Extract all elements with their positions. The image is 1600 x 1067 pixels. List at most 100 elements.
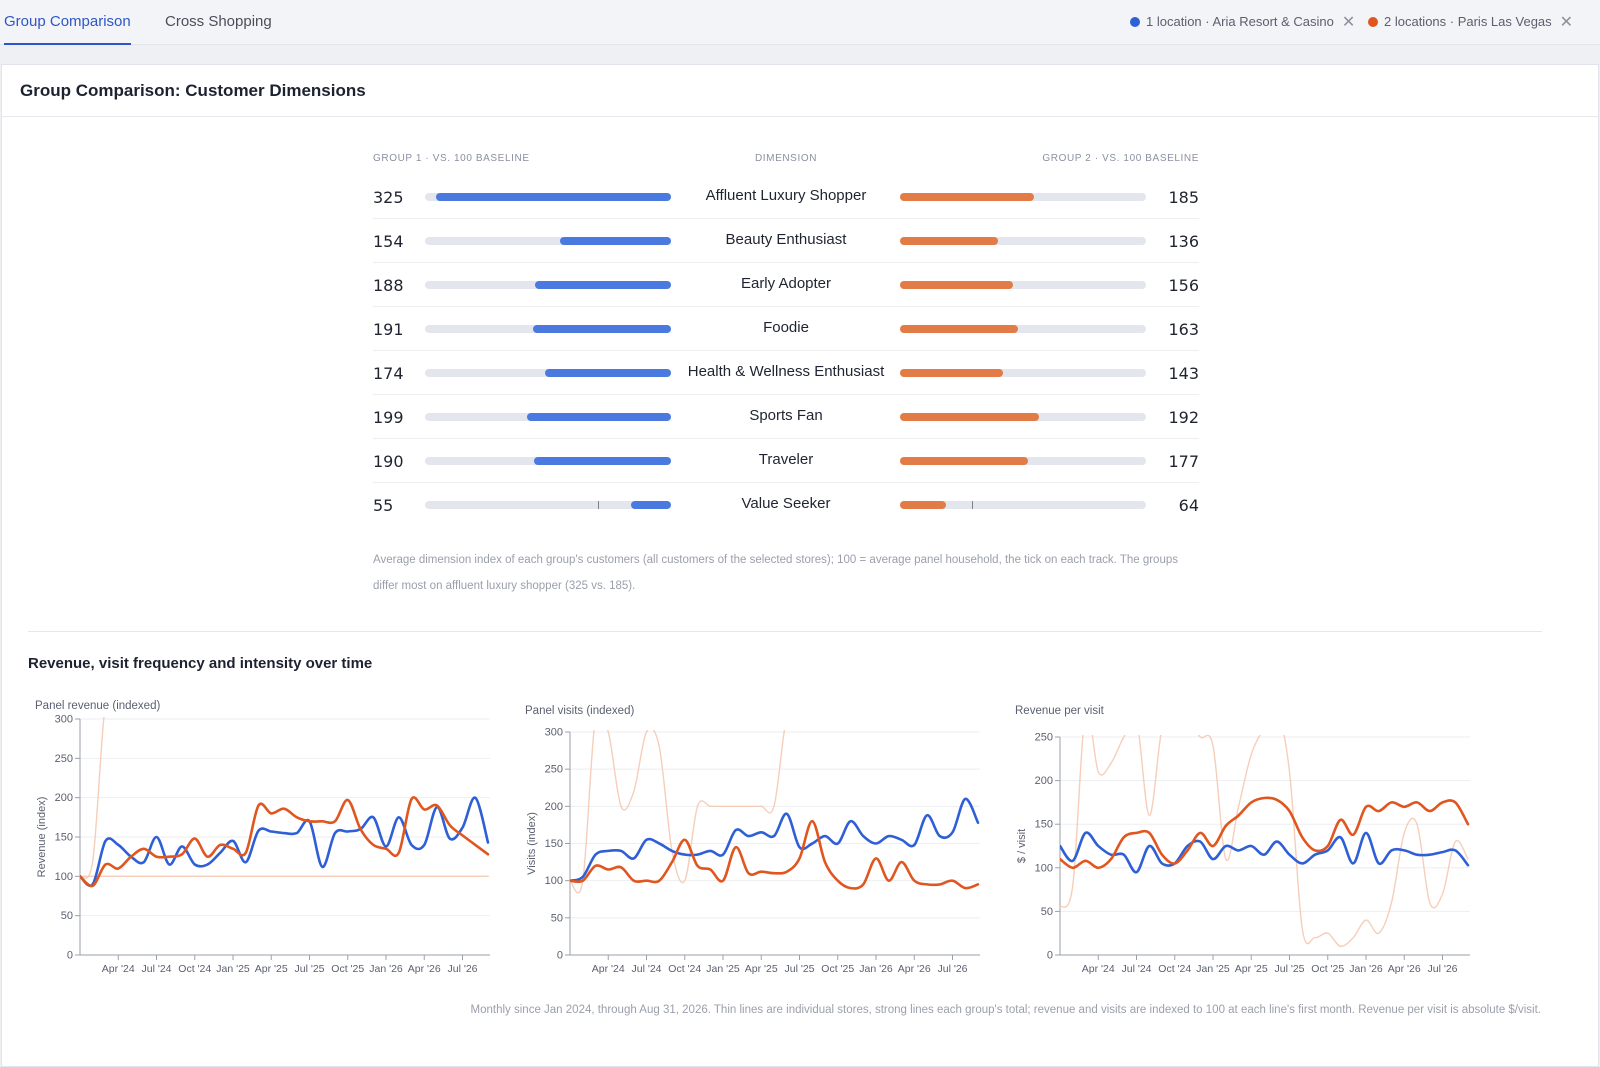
group-2-track bbox=[900, 325, 1146, 333]
y-tick-label: 150 bbox=[545, 838, 563, 850]
group-2-dot-icon bbox=[1368, 17, 1378, 27]
group-1-index-value: 325 bbox=[373, 188, 404, 207]
y-tick-label: 0 bbox=[557, 950, 563, 962]
tab-cross-shopping[interactable]: Cross Shopping bbox=[165, 13, 272, 30]
y-tick-label: 250 bbox=[55, 753, 73, 765]
group-2-bar bbox=[900, 369, 1003, 377]
group-1-column-header: Group 1 · vs. 100 baseline bbox=[373, 153, 530, 164]
x-tick-label: Oct '25 bbox=[821, 963, 854, 975]
tab-bar: Group Comparison Cross Shopping 1 locati… bbox=[0, 0, 1600, 45]
plot-area bbox=[1060, 735, 1470, 948]
group-1-track bbox=[425, 369, 671, 377]
group-1-index-value: 199 bbox=[373, 408, 404, 427]
dimension-name: Sports Fan bbox=[749, 407, 823, 424]
group-2-track bbox=[900, 413, 1146, 421]
chart-title: Panel revenue (indexed) bbox=[35, 700, 160, 712]
x-tick-label: Apr '26 bbox=[898, 963, 931, 975]
group-1-track bbox=[425, 325, 671, 333]
dimension-rows: 325 Affluent Luxury Shopper 185 154 Beauty E… bbox=[373, 175, 1199, 527]
dimension-row: 174 Health & Wellness Enthusiast 143 bbox=[373, 351, 1199, 395]
group-2-index-value: 163 bbox=[1168, 320, 1199, 339]
group-1-track bbox=[425, 237, 671, 245]
dimension-row: 199 Sports Fan 192 bbox=[373, 395, 1199, 439]
y-tick-label: 200 bbox=[545, 801, 563, 813]
chart-title: Revenue per visit bbox=[1015, 705, 1105, 717]
x-tick-label: Oct '25 bbox=[1311, 963, 1344, 975]
group-2-track bbox=[900, 281, 1146, 289]
store-line-group-2 bbox=[1060, 735, 1469, 948]
group-2-track bbox=[900, 237, 1146, 245]
y-tick-label: 150 bbox=[55, 832, 73, 844]
group-1-index-value: 190 bbox=[373, 452, 404, 471]
remove-group-2-close-icon[interactable]: ✕ bbox=[1559, 14, 1574, 31]
remove-group-1-close-icon[interactable]: ✕ bbox=[1341, 14, 1356, 31]
group-2-index-value: 185 bbox=[1168, 188, 1199, 207]
group-2-bar bbox=[900, 237, 998, 245]
x-tick-label: Jan '26 bbox=[859, 963, 893, 975]
tab-group-comparison[interactable]: Group Comparison bbox=[4, 0, 131, 45]
group-2-track bbox=[900, 193, 1146, 201]
chart-title: Panel visits (indexed) bbox=[525, 705, 634, 717]
store-line-group-2 bbox=[570, 730, 786, 894]
x-tick-label: Apr '25 bbox=[1235, 963, 1268, 975]
dimension-note: Average dimension index of each group's … bbox=[373, 554, 1178, 592]
y-tick-label: 250 bbox=[545, 764, 563, 776]
x-tick-label: Jul '24 bbox=[141, 963, 171, 975]
group-2-total-line bbox=[570, 819, 980, 890]
revenue-per-visit-chart: Revenue per visit 0 50 100 150 200 250 Apr '24 J… bbox=[1008, 693, 1478, 1018]
dimension-name: Value Seeker bbox=[741, 495, 831, 512]
y-axis-label: Visits (index) bbox=[526, 812, 538, 875]
y-tick-label: 300 bbox=[55, 714, 73, 726]
group-2-bar bbox=[900, 281, 1013, 289]
y-tick-label: 100 bbox=[1035, 862, 1053, 874]
y-tick-label: 100 bbox=[55, 871, 73, 883]
x-tick-label: Jan '26 bbox=[369, 963, 403, 975]
baseline-tick bbox=[598, 501, 599, 509]
card-title: Group Comparison: Customer Dimensions bbox=[20, 81, 366, 100]
x-tick-label: Jul '26 bbox=[937, 963, 967, 975]
dimension-row: 154 Beauty Enthusiast 136 bbox=[373, 219, 1199, 263]
group-2-bar bbox=[900, 457, 1028, 465]
plot-area bbox=[570, 730, 980, 894]
y-axis-label: $ / visit bbox=[1016, 829, 1028, 863]
group-1-index-value: 191 bbox=[373, 320, 404, 339]
x-tick-label: Oct '24 bbox=[178, 963, 211, 975]
group-1-index-value: 55 bbox=[373, 496, 394, 515]
dimension-table-header: Group 1 · vs. 100 baseline Dimension Gro… bbox=[373, 153, 1199, 175]
group-2-index-value: 64 bbox=[1178, 496, 1199, 515]
x-tick-label: Jul '26 bbox=[447, 963, 477, 975]
group-1-index-value: 174 bbox=[373, 364, 404, 383]
group-1-total-line bbox=[80, 796, 490, 887]
y-tick-label: 50 bbox=[1041, 906, 1053, 918]
x-tick-label: Apr '26 bbox=[1388, 963, 1421, 975]
y-axis-label: Revenue (index) bbox=[36, 797, 48, 878]
group-1-index-value: 188 bbox=[373, 276, 404, 295]
x-tick-label: Jan '25 bbox=[706, 963, 740, 975]
group-1-bar bbox=[631, 501, 671, 509]
y-tick-label: 200 bbox=[1035, 775, 1053, 787]
group-2-track bbox=[900, 457, 1146, 465]
group-1-total-line bbox=[570, 797, 980, 882]
x-tick-label: Apr '25 bbox=[255, 963, 288, 975]
group-1-total-line bbox=[1060, 831, 1470, 874]
line-chart-svg: Panel visits (indexed) 0 50 100 150 200 250 300… bbox=[525, 705, 980, 975]
x-tick-label: Jul '25 bbox=[784, 963, 814, 975]
x-tick-label: Jul '24 bbox=[631, 963, 661, 975]
x-tick-label: Jan '26 bbox=[1349, 963, 1383, 975]
group-1-bar bbox=[534, 457, 671, 465]
section-divider bbox=[28, 631, 1542, 632]
group-1-label: 1 location · Aria Resort & Casino bbox=[1146, 14, 1334, 29]
plot-area bbox=[80, 717, 490, 888]
group-2-bar bbox=[900, 501, 946, 509]
group-1-bar bbox=[533, 325, 671, 333]
group-1-track bbox=[425, 457, 671, 465]
dimension-name: Health & Wellness Enthusiast bbox=[687, 363, 885, 380]
y-tick-label: 150 bbox=[1035, 819, 1053, 831]
group-2-total-line bbox=[80, 796, 490, 888]
comparison-card: Group Comparison: Customer Dimensions Gr… bbox=[1, 64, 1599, 1067]
x-tick-label: Jul '25 bbox=[1274, 963, 1304, 975]
x-tick-label: Oct '25 bbox=[331, 963, 364, 975]
x-tick-label: Apr '24 bbox=[592, 963, 625, 975]
group-2-index-value: 192 bbox=[1168, 408, 1199, 427]
y-tick-label: 100 bbox=[545, 875, 563, 887]
